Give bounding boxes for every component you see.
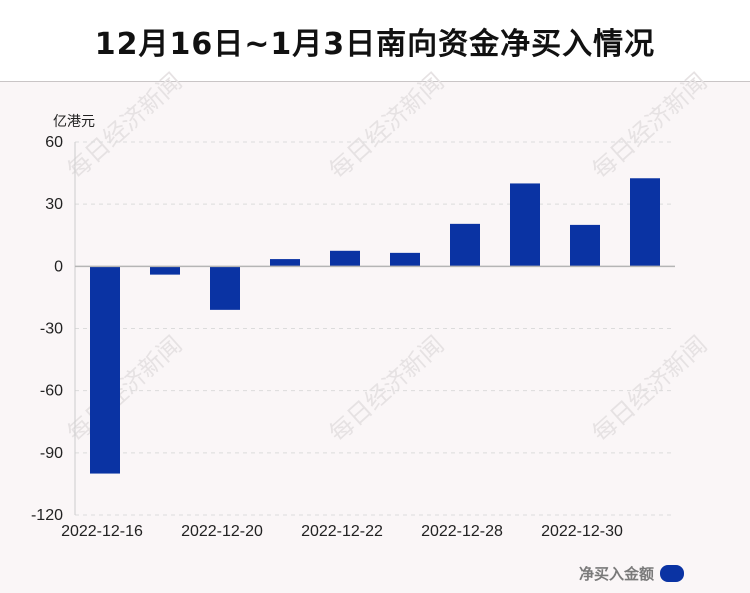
y-tick-label: -60 (40, 383, 63, 400)
legend-swatch (660, 565, 684, 582)
bar-2022-12-28 (450, 223, 480, 267)
title-bar: 12月16日~1月3日南向资金净买入情况 (0, 0, 750, 82)
x-tick-label: 2022-12-16 (61, 523, 143, 540)
watermark-text: 每日经济新闻 (324, 67, 450, 184)
bar-2023-01-03 (630, 178, 660, 267)
y-tick-label: 0 (54, 258, 63, 275)
watermark-text: 每日经济新闻 (587, 67, 713, 184)
y-tick-label: 30 (45, 196, 63, 213)
legend: 净买入金额 (579, 563, 684, 584)
bar-2022-12-30 (570, 224, 600, 267)
y-tick-label: 60 (45, 134, 63, 151)
y-tick-label: -90 (40, 445, 63, 462)
x-tick-label: 2022-12-30 (541, 523, 623, 540)
watermark-text: 每日经济新闻 (587, 330, 713, 447)
x-tick-label: 2022-12-22 (301, 523, 383, 540)
bar-2022-12-22 (330, 250, 360, 267)
y-unit-label: 亿港元 (53, 114, 95, 130)
chart-title: 12月16日~1月3日南向资金净买入情况 (94, 26, 656, 62)
y-tick-label: -30 (40, 321, 63, 338)
bar-2022-12-19 (150, 266, 180, 275)
bar-2022-12-16 (90, 266, 120, 474)
bar-2022-12-20 (210, 266, 240, 310)
legend-label: 净买入金额 (578, 565, 654, 583)
y-tick-label: -120 (31, 507, 63, 524)
bar-2022-12-21 (270, 259, 300, 267)
watermark-text: 每日经济新闻 (324, 330, 450, 447)
bar-2022-12-29 (510, 183, 540, 267)
bar-2022-12-23 (390, 252, 420, 267)
watermark-text: 每日经济新闻 (62, 330, 188, 447)
x-tick-label: 2022-12-28 (421, 523, 503, 540)
x-tick-label: 2022-12-20 (181, 523, 263, 540)
